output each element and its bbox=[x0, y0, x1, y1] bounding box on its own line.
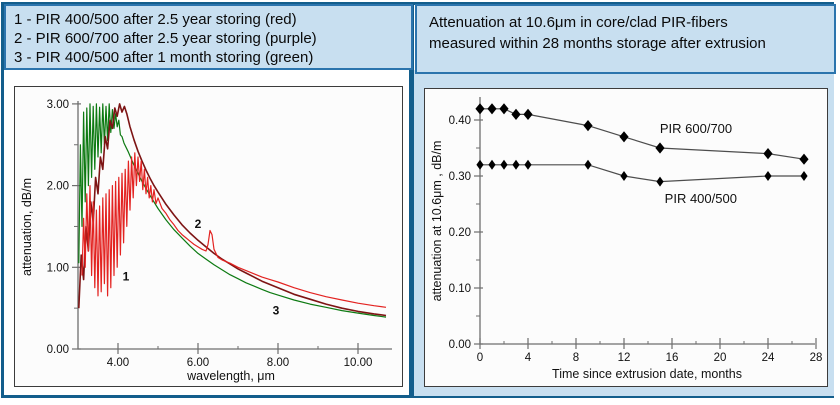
x-tick-label: 8.00 bbox=[267, 357, 289, 369]
data-point-diamond bbox=[763, 148, 773, 160]
caption-line-2: measured within 28 months storage after … bbox=[429, 35, 766, 52]
data-point-diamond bbox=[499, 103, 509, 115]
legend-header: 1 - PIR 400/500 after 2.5 year storing (… bbox=[4, 4, 413, 70]
spectrum-chart: 4.00 6.00 8.00 10.00 0.00 1.00 2.00 3.00 wavelen… bbox=[20, 99, 392, 383]
x-tick-label: 20 bbox=[714, 352, 727, 364]
series-label-0: PIR 600/700 bbox=[660, 121, 732, 136]
data-point-diamond bbox=[656, 176, 664, 187]
legend-line-3: 3 - PIR 400/500 after 1 month storing (g… bbox=[14, 49, 314, 66]
curve-label-3: 3 bbox=[273, 304, 280, 318]
caption-header: Attenuation at 10.6μm in core/clad PIR-f… bbox=[415, 4, 836, 74]
legend-line-2: 2 - PIR 600/700 after 2.5 year storing (… bbox=[14, 30, 317, 47]
data-point-diamond bbox=[511, 108, 521, 120]
data-point-diamond bbox=[488, 159, 496, 170]
data-point-diamond bbox=[620, 171, 628, 181]
x-tick-label: 24 bbox=[762, 352, 775, 364]
y-tick-label: 1.00 bbox=[47, 262, 69, 274]
data-point-diamond bbox=[487, 103, 497, 115]
y-tick-label: 0.00 bbox=[47, 344, 69, 356]
y-tick-label: 2.00 bbox=[47, 181, 69, 193]
series-label-1: PIR 400/500 bbox=[665, 191, 737, 206]
x-tick-label: 10.00 bbox=[344, 357, 373, 369]
x-axis-label: Time since extrusion date, months bbox=[552, 367, 742, 381]
x-tick-label: 8 bbox=[573, 352, 579, 364]
curve-label-1: 1 bbox=[123, 269, 130, 283]
data-point-diamond bbox=[584, 159, 592, 170]
axis-lines bbox=[479, 97, 815, 345]
y-axis-label: attenuation at 10.6μm , dB/m bbox=[430, 141, 444, 302]
caption-line-1: Attenuation at 10.6μm in core/clad PIR-f… bbox=[429, 14, 728, 31]
data-point-diamond bbox=[523, 108, 533, 120]
y-tick-label: 0.20 bbox=[449, 227, 471, 239]
x-tick-label: 4 bbox=[525, 352, 532, 364]
spectrum-series-1 bbox=[81, 152, 387, 308]
data-point-diamond bbox=[799, 153, 809, 165]
legend-line-1: 1 - PIR 400/500 after 2.5 year storing (… bbox=[14, 11, 297, 28]
spectrum-series-2 bbox=[78, 103, 387, 317]
data-point-diamond bbox=[512, 159, 520, 170]
aging-line-1 bbox=[480, 164, 804, 183]
x-axis-label: wavelength, μm bbox=[186, 369, 275, 383]
x-tick-label: 16 bbox=[666, 352, 679, 364]
spectrum-chart-panel: 4.00 6.00 8.00 10.00 0.00 1.00 2.00 3.00 wavelen… bbox=[14, 86, 403, 387]
y-tick-label: 3.00 bbox=[47, 99, 69, 111]
axis-lines bbox=[77, 101, 392, 350]
aging-chart: 0 4 8 12 16 20 24 28 0.00 0.10 0.20 0.30 0.40 Time si… bbox=[430, 97, 823, 381]
y-tick-label: 0.00 bbox=[449, 339, 471, 351]
x-tick-label: 6.00 bbox=[187, 357, 209, 369]
data-point-diamond bbox=[500, 159, 508, 170]
column-divider bbox=[409, 2, 414, 398]
curve-label-2: 2 bbox=[195, 217, 202, 231]
aging-line-0 bbox=[480, 108, 805, 160]
data-point-diamond bbox=[583, 120, 593, 132]
y-tick-label: 0.30 bbox=[449, 171, 471, 183]
x-tick-label: 28 bbox=[810, 352, 823, 364]
spectrum-series-3 bbox=[78, 103, 387, 318]
data-point-diamond bbox=[476, 159, 484, 170]
data-point-diamond bbox=[524, 159, 532, 170]
data-point-diamond bbox=[619, 131, 629, 143]
y-axis-label: attenuation, dB/m bbox=[20, 178, 34, 276]
x-tick-label: 12 bbox=[618, 352, 631, 364]
y-tick-label: 0.10 bbox=[449, 283, 471, 295]
data-point-diamond bbox=[764, 171, 772, 181]
data-point-diamond bbox=[475, 103, 485, 115]
data-point-diamond bbox=[800, 171, 808, 181]
aging-chart-panel: 0 4 8 12 16 20 24 28 0.00 0.10 0.20 0.30 0.40 Time si… bbox=[424, 88, 828, 387]
x-tick-label: 0 bbox=[477, 352, 483, 364]
x-tick-label: 4.00 bbox=[107, 357, 129, 369]
y-tick-label: 0.40 bbox=[449, 115, 471, 127]
data-point-diamond bbox=[655, 142, 665, 154]
